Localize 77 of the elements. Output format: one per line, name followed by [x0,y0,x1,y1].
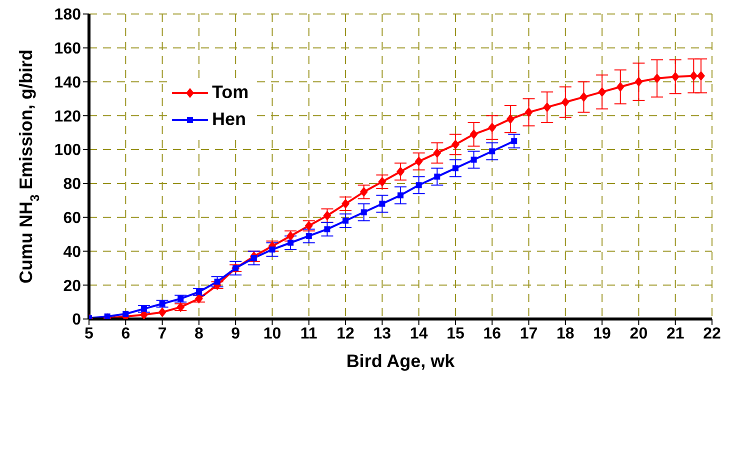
point [398,192,404,198]
point [671,72,680,82]
x-tick-label: 21 [666,325,684,342]
x-tick-label: 19 [593,325,612,342]
point [196,288,202,295]
point [697,70,706,81]
x-tick-label: 18 [556,325,574,342]
point [470,129,478,140]
point [543,102,552,112]
y-tick-label: 180 [54,6,82,24]
point [194,294,203,304]
point [324,226,330,232]
point [176,302,185,312]
point [452,165,458,172]
y-tick-label: 100 [54,142,82,160]
point [288,240,294,246]
point [342,218,349,224]
point [511,138,518,144]
point [616,82,624,92]
point [434,174,440,180]
point [306,232,312,239]
point [269,246,276,253]
x-tick-label: 16 [483,325,502,342]
point [342,198,350,209]
x-tick-label: 10 [263,325,282,342]
point [561,97,570,108]
x-tick-label: 20 [630,325,648,342]
y-tick-label: 80 [63,176,82,194]
y-tick-label: 120 [54,108,82,126]
point [286,230,295,241]
point [506,114,514,124]
point [653,73,662,84]
point [360,209,367,216]
point [159,300,166,307]
point [416,182,422,188]
legend-label: Hen [212,109,246,130]
point [488,122,496,133]
point [580,92,588,102]
point [433,148,442,158]
x-tick-label: 22 [703,325,721,342]
legend-label: Tom [212,82,249,103]
point [396,166,404,177]
point [414,156,423,166]
x-tick-label: 17 [520,325,538,342]
x-tick-label: 6 [121,325,130,342]
point [690,70,698,81]
x-tick-label: 13 [373,325,392,342]
y-tick-label: 20 [63,278,82,295]
x-tick-label: 14 [410,325,428,342]
x-tick-label: 7 [158,325,167,342]
x-tick-label: 15 [446,325,464,342]
y-tick-label: 40 [63,244,82,261]
point [158,307,166,318]
point [598,86,606,97]
point [489,148,496,154]
point [360,186,368,197]
x-tick-label: 8 [194,325,204,342]
point [214,278,220,285]
point [470,156,477,163]
point [178,296,184,302]
x-tick-label: 5 [84,325,94,342]
point [140,306,147,312]
x-tick-label: 11 [300,325,318,342]
point [378,176,386,187]
point [379,200,386,207]
point [524,107,533,118]
x-axis-title: Bird Age, wk [346,351,456,371]
y-tick-label: 0 [72,312,82,329]
point [323,210,332,221]
x-tick-label: 9 [231,325,240,342]
point [451,139,460,150]
y-tick-label: 160 [54,40,82,58]
point [634,76,643,87]
point [304,220,313,231]
y-tick-label: 140 [54,74,82,92]
x-tick-label: 12 [336,325,355,342]
y-tick-label: 60 [63,210,82,228]
